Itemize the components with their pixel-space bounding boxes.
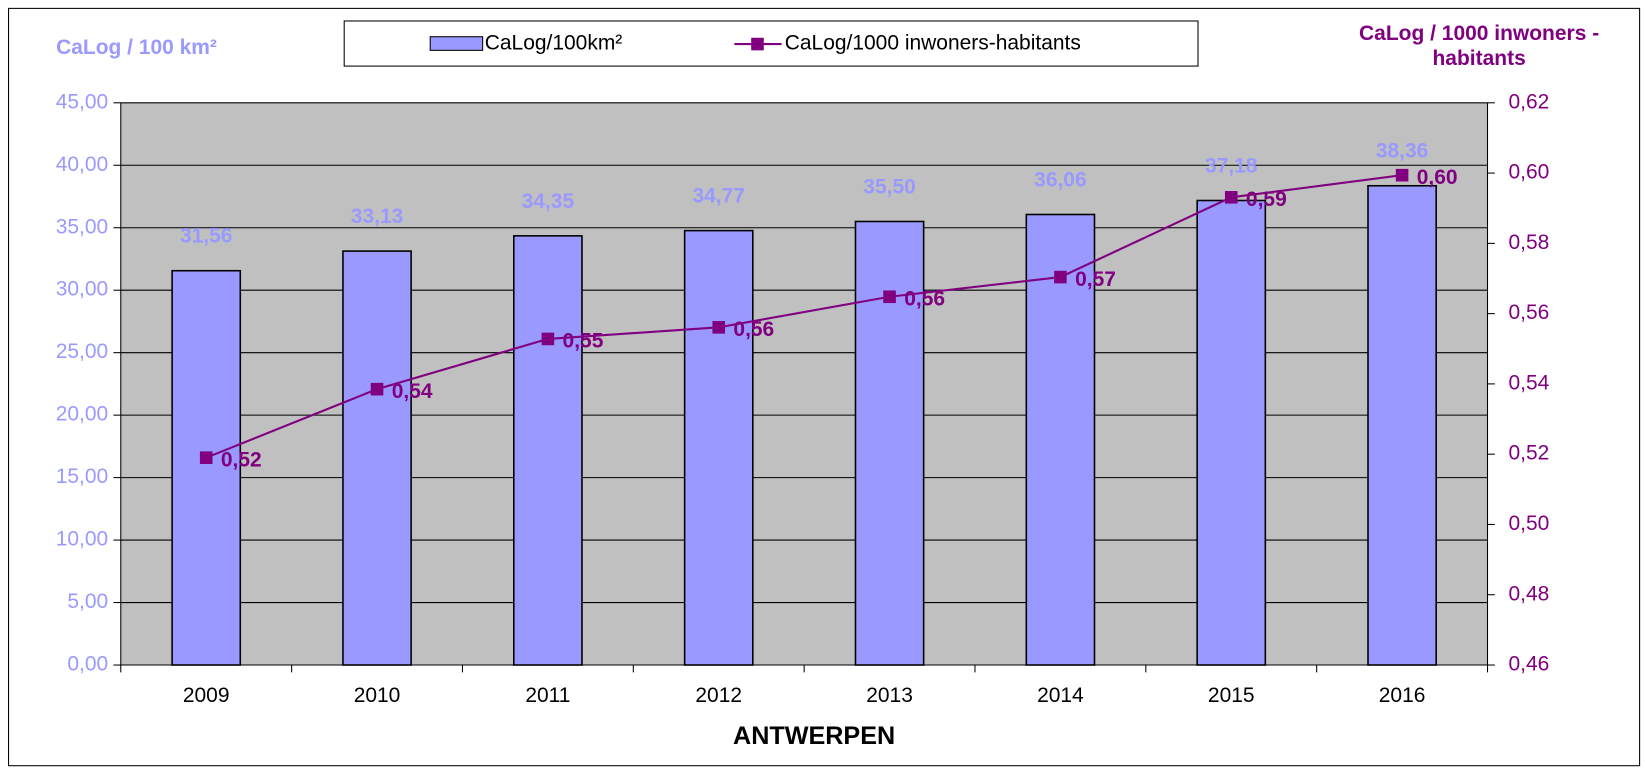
bar-value-label: 33,13 (351, 205, 403, 228)
x-tick-label: 2013 (866, 684, 913, 707)
y2-tick-label: 0,48 (1508, 582, 1549, 605)
x-axis-title: ANTWERPEN (733, 722, 895, 750)
legend-label: CaLog/1000 inwoners-habitants (785, 32, 1081, 55)
line-marker (1224, 191, 1238, 204)
line-marker (1054, 270, 1067, 284)
x-tick-label: 2009 (183, 684, 230, 707)
line-marker (541, 332, 555, 346)
line-marker (712, 321, 726, 334)
legend-swatch (429, 36, 484, 51)
bar (513, 235, 583, 666)
bar-value-label: 36,06 (1034, 168, 1086, 191)
bar-value-label: 38,36 (1376, 140, 1428, 163)
y2-tick-label: 0,56 (1508, 301, 1549, 324)
bar-value-label: 37,18 (1205, 154, 1258, 177)
y2-tick-label: 0,54 (1508, 371, 1549, 394)
line-value-label: 0,56 (904, 287, 945, 310)
line-marker (1395, 168, 1409, 182)
line-value-label: 0,60 (1417, 166, 1458, 189)
y-tick-label: 20,00 (56, 403, 108, 426)
legend-label: CaLog/100km² (485, 32, 623, 55)
y-tick-label: 30,00 (56, 278, 108, 301)
y-tick-label: 45,00 (56, 90, 108, 113)
line-value-label: 0,55 (563, 330, 604, 353)
legend-marker (751, 37, 764, 51)
y2-axis-title: CaLog / 1000 inwoners - habitants (1359, 22, 1600, 71)
bar (1196, 199, 1267, 666)
y2-tick-label: 0,50 (1508, 512, 1549, 535)
y-tick-label: 0,00 (67, 653, 108, 676)
y-tick-label: 15,00 (56, 465, 108, 488)
y-axis-title: CaLog / 100 km² (56, 36, 217, 59)
y-tick-label: 25,00 (56, 340, 108, 363)
line (205, 174, 1403, 459)
x-tick-label: 2012 (695, 684, 742, 707)
bar-value-label: 31,56 (180, 225, 232, 248)
y-tick-label: 35,00 (56, 215, 108, 238)
bar-value-label: 34,77 (692, 185, 744, 208)
y2-tick-label: 0,46 (1508, 653, 1549, 676)
y-tick-label: 10,00 (56, 528, 108, 551)
y-tick-label: 40,00 (56, 153, 108, 176)
x-tick-label: 2016 (1379, 684, 1426, 707)
x-tick-label: 2010 (354, 684, 401, 707)
x-tick-label: 2011 (525, 684, 570, 707)
line-marker (199, 451, 213, 464)
y-tick-label: 5,00 (67, 590, 108, 613)
y2-tick-label: 0,60 (1508, 161, 1549, 184)
line-value-label: 0,57 (1075, 268, 1116, 291)
x-tick-label: 2014 (1037, 684, 1084, 707)
line-marker (370, 382, 384, 396)
bar (342, 250, 412, 666)
x-tick-label: 2015 (1208, 684, 1255, 707)
bar (1367, 184, 1437, 666)
line-value-label: 0,56 (733, 318, 774, 341)
bar (1025, 213, 1096, 666)
bar-value-label: 34,35 (522, 190, 575, 213)
line-value-label: 0,59 (1246, 188, 1287, 211)
y2-tick-label: 0,52 (1508, 442, 1549, 465)
bar (171, 269, 242, 666)
bar-value-label: 35,50 (863, 175, 915, 198)
line-marker (883, 290, 896, 304)
y2-tick-label: 0,58 (1508, 231, 1549, 254)
line-value-label: 0,54 (392, 380, 433, 403)
line-value-label: 0,52 (221, 448, 262, 471)
bar (683, 229, 754, 666)
y2-axis-title-box: CaLog / 1000 inwoners - habitants (1359, 22, 1600, 71)
y2-tick-label: 0,62 (1508, 90, 1549, 113)
